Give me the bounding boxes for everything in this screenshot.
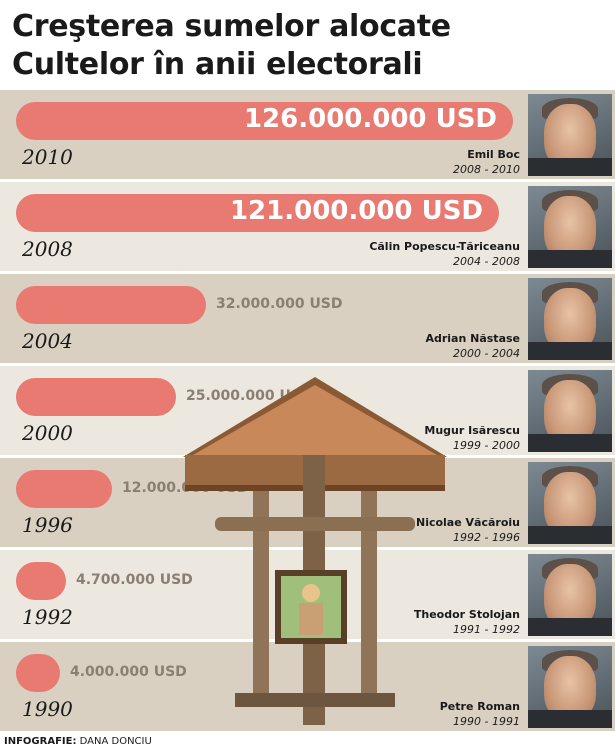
prime-minister-name: Petre Roman xyxy=(439,700,520,713)
bar-value-label: 121.000.000 USD xyxy=(229,196,483,226)
prime-minister-portrait xyxy=(528,370,612,452)
bar xyxy=(16,378,176,416)
prime-minister-name: Călin Popescu-Tăriceanu xyxy=(369,240,520,253)
bar-value-label: 4.700.000 USD xyxy=(76,572,193,588)
year-label: 2000 xyxy=(22,421,73,445)
base xyxy=(235,693,395,707)
year-label: 1990 xyxy=(22,697,73,721)
prime-minister-portrait xyxy=(528,186,612,268)
prime-minister-term: 1990 - 1991 xyxy=(453,715,520,728)
bar xyxy=(16,286,206,324)
year-label: 2008 xyxy=(22,237,73,261)
year-label: 1996 xyxy=(22,513,73,537)
prime-minister-name: Adrian Năstase xyxy=(425,332,520,345)
right-post xyxy=(361,491,377,701)
bar-value-label: 126.000.000 USD xyxy=(243,104,497,134)
prime-minister-term: 2004 - 2008 xyxy=(453,255,520,268)
bar xyxy=(16,654,60,692)
credit-author: DANA DONCIU xyxy=(79,736,152,747)
prime-minister-name: Emil Boc xyxy=(467,148,520,161)
bar xyxy=(16,562,66,600)
bar-row: 32.000.000 USD 2004 Adrian Năstase 2000 - 2… xyxy=(0,274,615,363)
bar-value-label: 4.000.000 USD xyxy=(70,664,187,680)
bar xyxy=(16,102,513,140)
prime-minister-term: 1992 - 1996 xyxy=(453,531,520,544)
year-label: 1992 xyxy=(22,605,73,629)
prime-minister-portrait xyxy=(528,278,612,360)
prime-minister-term: 1999 - 2000 xyxy=(453,439,520,452)
left-post xyxy=(253,491,269,701)
prime-minister-name: Mugur Isărescu xyxy=(424,424,520,437)
prime-minister-term: 2000 - 2004 xyxy=(453,347,520,360)
bar-row: 121.000.000 USD 2008 Călin Popescu-Tăricea… xyxy=(0,182,615,271)
prime-minister-term: 2008 - 2010 xyxy=(453,163,520,176)
chart-title: Creşterea sumelor alocate Cultelor în an… xyxy=(12,8,602,84)
crossbeam xyxy=(215,517,415,531)
title-line-2: Cultelor în anii electorali xyxy=(12,47,423,82)
prime-minister-portrait xyxy=(528,462,612,544)
prime-minister-term: 1991 - 1992 xyxy=(453,623,520,636)
bar-value-label: 32.000.000 USD xyxy=(216,296,343,312)
credit: INFOGRAFIE: DANA DONCIU xyxy=(4,736,152,747)
year-label: 2010 xyxy=(22,145,73,169)
prime-minister-name: Nicolae Văcăroiu xyxy=(415,516,520,529)
title-line-1: Creşterea sumelor alocate xyxy=(12,9,451,44)
credit-label: INFOGRAFIE: xyxy=(4,736,77,747)
prime-minister-portrait xyxy=(528,646,612,728)
prime-minister-portrait xyxy=(528,94,612,176)
bar xyxy=(16,470,112,508)
year-label: 2004 xyxy=(22,329,73,353)
bar-row: 126.000.000 USD 2010 Emil Boc 2008 - 2010 xyxy=(0,90,615,179)
prime-minister-name: Theodor Stolojan xyxy=(413,608,520,621)
prime-minister-portrait xyxy=(528,554,612,636)
wayside-cross-illustration xyxy=(183,377,447,725)
bar xyxy=(16,194,499,232)
